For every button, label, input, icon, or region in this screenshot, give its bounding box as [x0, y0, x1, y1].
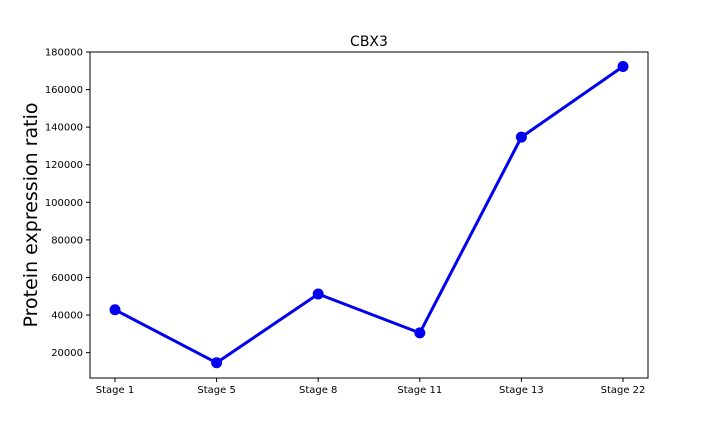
y-axis: 20000 40000 60000 80000 100000 120000 140000 16… — [45, 48, 90, 359]
y-tick-label: 40000 — [51, 311, 83, 322]
x-tick-label: Stage 5 — [197, 385, 235, 396]
y-tick-label: 100000 — [45, 198, 83, 209]
chart-title: CBX3 — [350, 34, 388, 50]
y-tick-label: 120000 — [45, 160, 83, 171]
x-tick-label: Stage 1 — [96, 385, 134, 396]
data-point — [312, 288, 324, 300]
x-tick-label: Stage 8 — [299, 385, 337, 396]
y-tick-label: 160000 — [45, 85, 83, 96]
y-tick-label: 80000 — [51, 235, 83, 246]
y-tick-label: 20000 — [51, 348, 83, 359]
plot-frame — [89, 51, 649, 379]
x-tick-label: Stage 22 — [601, 385, 646, 396]
data-point — [109, 304, 121, 316]
series-line — [114, 65, 624, 365]
series-layer — [109, 60, 629, 369]
y-axis-label: Protein expression ratio — [20, 103, 42, 328]
data-point — [617, 60, 629, 72]
data-point — [211, 357, 223, 369]
y-tick-label: 140000 — [45, 123, 83, 134]
x-tick-label: Stage 13 — [499, 385, 544, 396]
x-axis: Stage 1 Stage 5 Stage 8 Stage 11 Stage 13 Sta… — [96, 378, 646, 396]
y-tick-label: 60000 — [51, 273, 83, 284]
data-point — [414, 327, 426, 339]
x-tick-label: Stage 11 — [397, 385, 442, 396]
data-point — [515, 131, 527, 143]
y-tick-label: 180000 — [45, 48, 83, 59]
